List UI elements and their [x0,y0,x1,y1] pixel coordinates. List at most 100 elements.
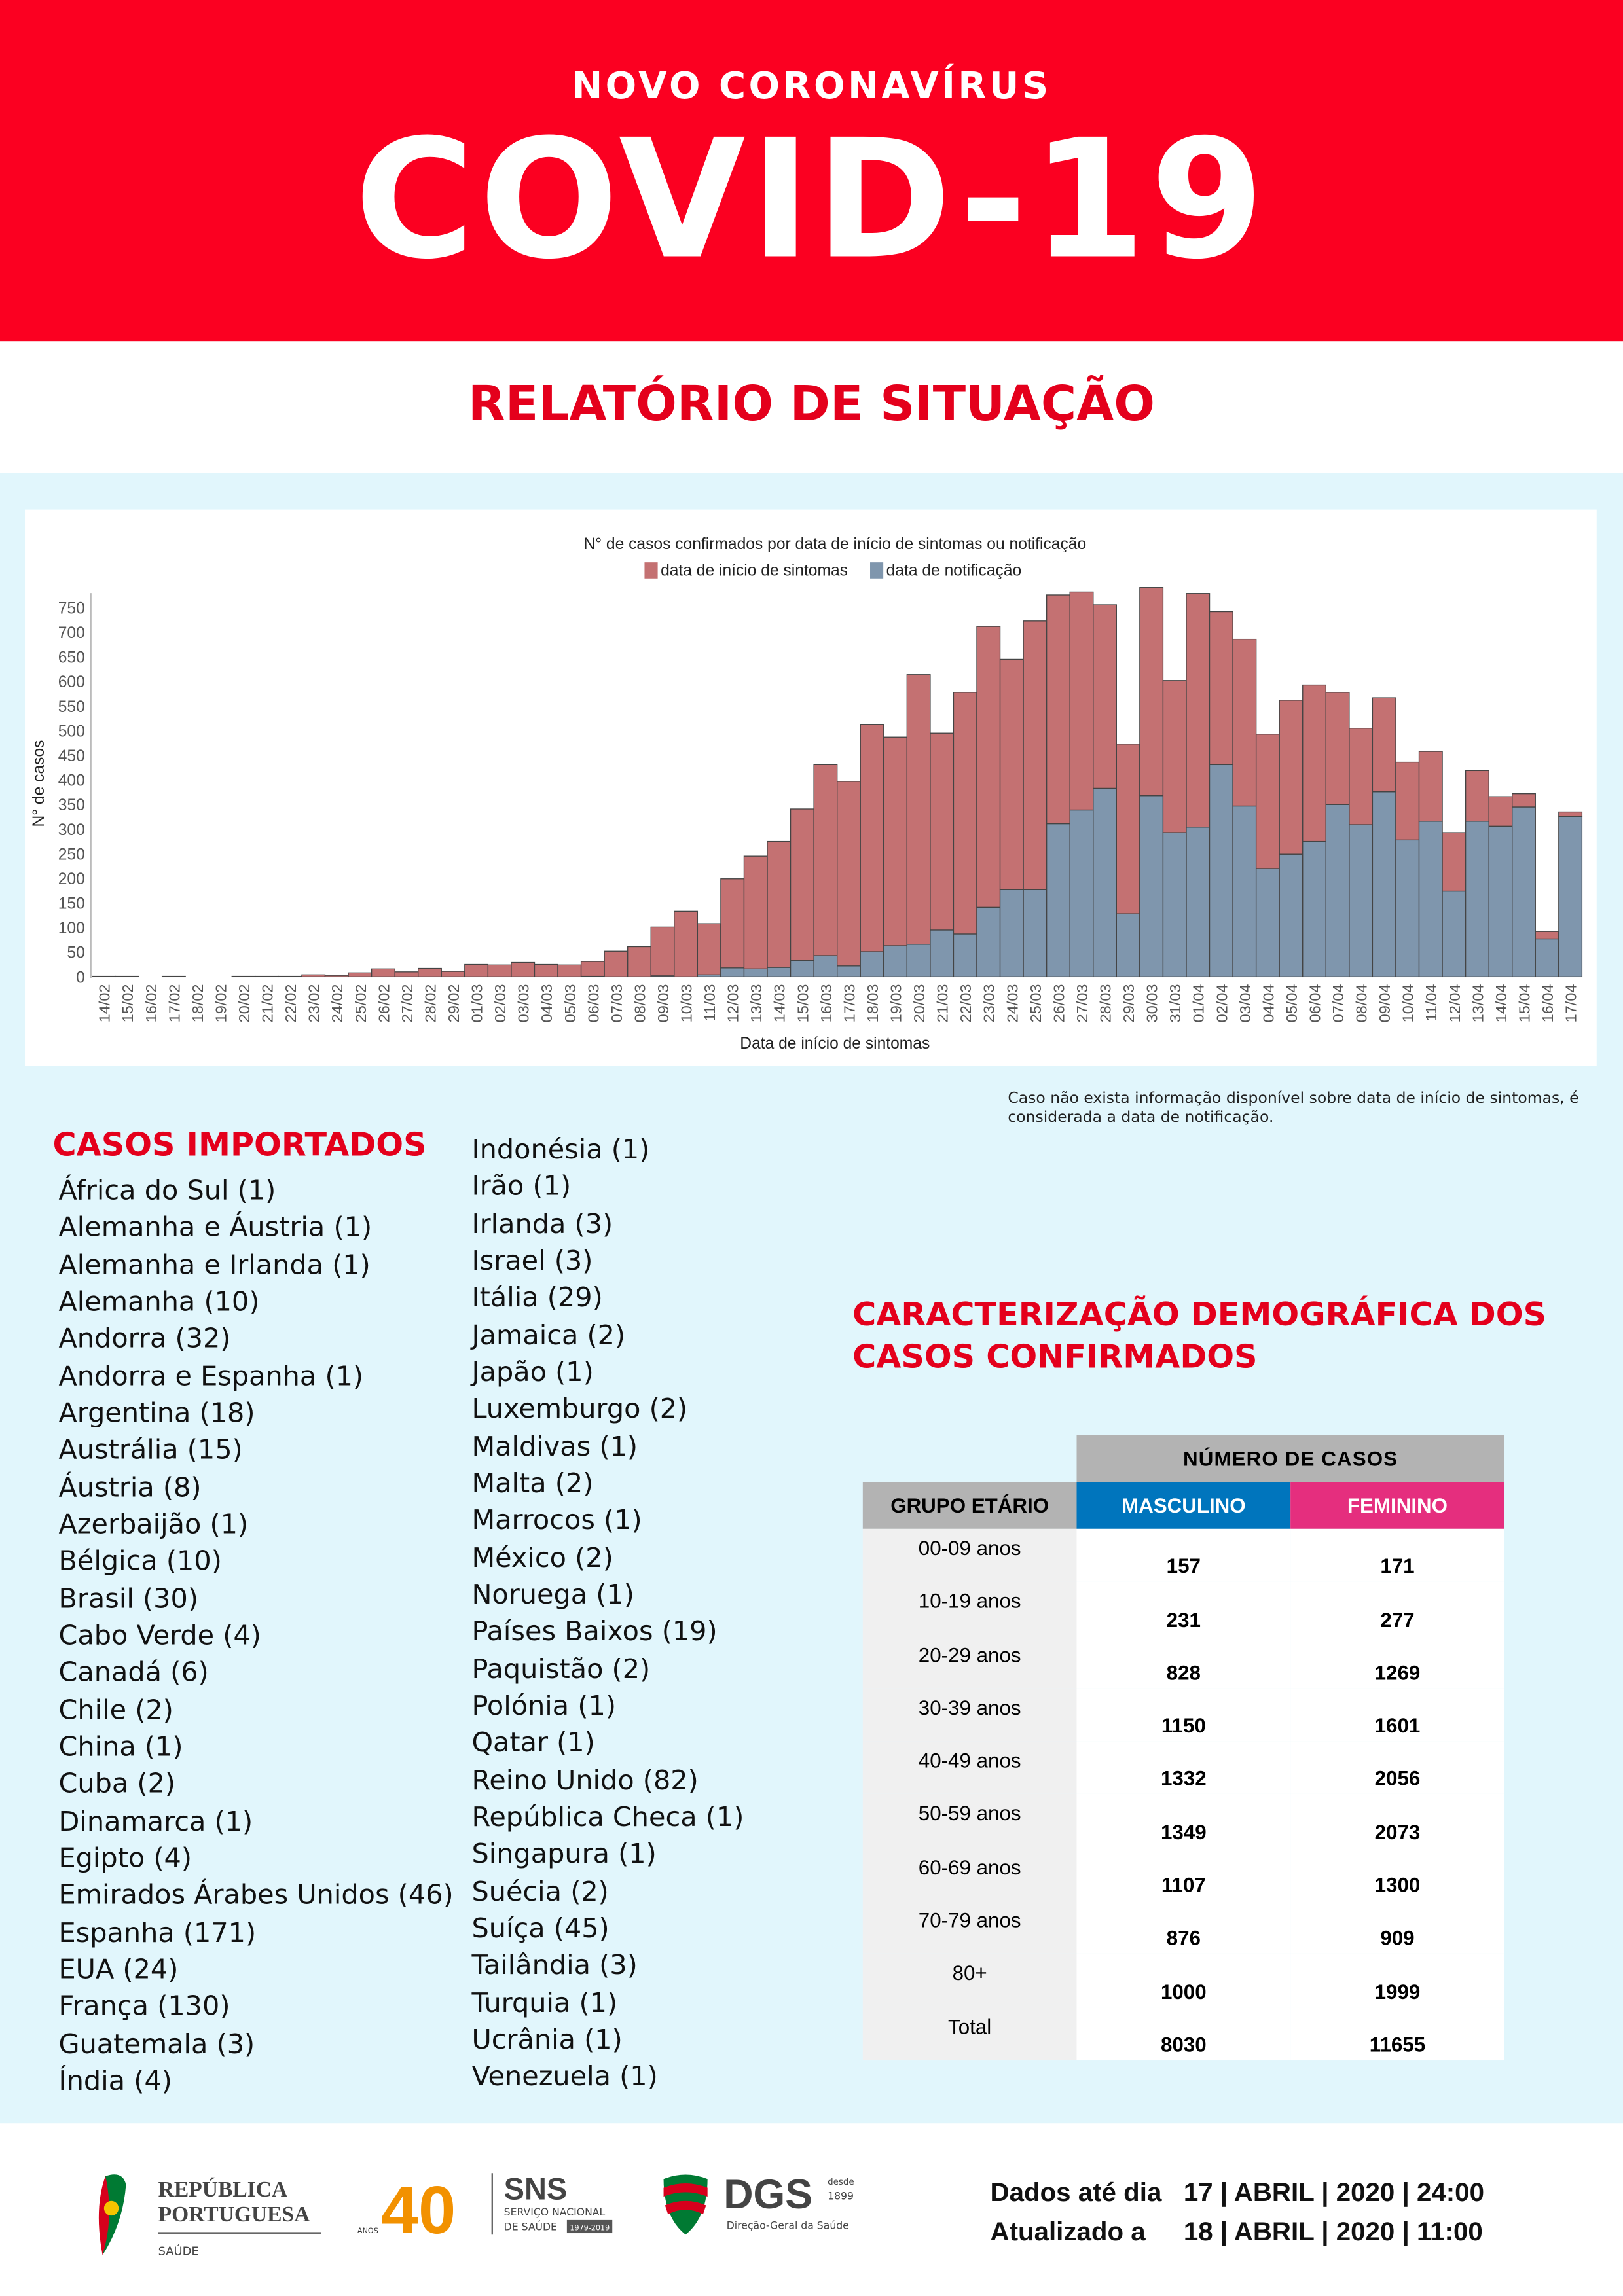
imported-country: Indonésia (1) [471,1134,650,1166]
y-tick-label: 350 [58,797,85,814]
bar-symptoms [1325,692,1350,805]
x-tick-label: 22/02 [282,984,299,1023]
cell-age: 20-29 anos [862,1635,1077,1689]
x-tick-label: 17/03 [841,984,858,1023]
x-tick-label: 17/02 [166,984,183,1023]
table-row: 30-39 anos 1150 1601 [862,1688,1504,1742]
empty-cell [863,1435,1077,1482]
demographics-table: NÚMERO DE CASOS GRUPO ETÁRIO MASCULINO F… [862,1435,1504,2060]
bar-symptoms [999,658,1024,890]
bar-notification [1465,821,1489,978]
x-axis-label: Data de início de sintomas [740,1035,930,1052]
bar-symptoms [441,971,465,978]
imported-country: Canadá (6) [58,1658,209,1689]
bar-symptoms [1186,593,1211,828]
bar-symptoms [1488,796,1513,827]
imported-country: Áustria (8) [58,1472,202,1503]
bar-symptoms [324,975,349,978]
cases-chart: N° de casos confirmados por data de iníc… [25,509,1597,1066]
imported-country: Andorra (32) [58,1324,231,1355]
bar-notification [1139,795,1164,978]
svg-text:ANOS: ANOS [357,2227,378,2235]
svg-text:REPÚBLICA: REPÚBLICA [158,2177,288,2202]
imported-country: África do Sul (1) [58,1175,276,1207]
y-tick-label: 500 [58,723,85,740]
table-row: 50-59 anos 1349 2073 [862,1794,1504,1848]
x-tick-label: 07/03 [608,984,625,1023]
y-tick-label: 0 [76,969,85,986]
bar-notification [1023,889,1048,978]
imported-country: Reino Unido (82) [471,1765,699,1797]
bar-symptoms [580,961,605,977]
sns-logo: ANOS 40 SNS SERVIÇO NACIONAL DE SAÚDE 19… [357,2172,613,2244]
bar-symptoms [1535,931,1559,940]
imported-country: Suíça (45) [471,1914,610,1945]
bar-symptoms [1349,728,1374,825]
bar-notification [813,955,838,978]
bar-symptoms [930,732,955,931]
bar-symptoms [1395,761,1420,841]
svg-text:SERVIÇO NACIONAL: SERVIÇO NACIONAL [504,2206,606,2218]
cell-male: 8030 [1076,2007,1291,2060]
chart-title: N° de casos confirmados por data de iníc… [583,535,1086,553]
cell-male: 1000 [1076,1954,1291,2007]
x-tick-label: 09/04 [1376,984,1393,1023]
bar-symptoms [1116,744,1140,914]
bar-symptoms [1069,591,1094,811]
bar-notification [1325,804,1350,978]
y-tick-label: 450 [58,747,85,765]
bar-notification [1442,890,1467,978]
cell-female: 909 [1290,1901,1504,1954]
imported-country: Austrália (15) [58,1435,243,1467]
x-tick-label: 17/04 [1563,984,1580,1023]
x-tick-label: 09/03 [655,984,672,1023]
header-title: COVID-19 [354,105,1269,296]
bar-notification [1046,823,1070,978]
header-male: MASCULINO [1076,1482,1291,1529]
bar-notification [1395,839,1420,978]
x-tick-label: 16/04 [1539,984,1556,1023]
x-tick-label: 04/03 [538,984,555,1023]
imported-country: Egipto (4) [58,1843,192,1874]
bar-symptoms [1558,811,1583,817]
svg-text:Direção-Geral da Saúde: Direção-Geral da Saúde [727,2219,849,2231]
imported-country: Malta (2) [471,1469,594,1499]
imported-list-1: África do Sul (1) Alemanha e Áustria (1) A… [58,1173,453,2100]
imported-country: Israel (3) [471,1246,593,1277]
bar-notification [999,889,1024,978]
bar-symptoms [1162,680,1187,833]
x-tick-label: 27/03 [1074,984,1091,1023]
bar-symptoms [697,923,721,976]
table-row: 20-29 anos 828 1269 [862,1635,1504,1689]
cell-male: 1107 [1076,1848,1291,1901]
x-tick-label: 03/04 [1237,984,1254,1023]
bar-symptoms [557,964,582,978]
bar-notification [1488,825,1513,978]
y-tick-label: 400 [58,772,85,790]
y-tick-label: 150 [58,895,85,913]
y-tick-label: 550 [58,698,85,716]
x-tick-label: 06/03 [585,984,602,1023]
bar-symptoms [604,950,629,978]
footer: REPÚBLICA PORTUGUESA SAÚDE ANOS 40 SNS S… [0,2123,1623,2296]
bar-symptoms [487,964,512,978]
imported-country: Turquia (1) [471,1988,618,2019]
bar-symptoms [720,878,745,969]
x-tick-label: 06/04 [1306,984,1323,1023]
bar-symptoms [883,736,908,946]
imported-country: Cabo Verde (4) [58,1621,261,1652]
x-tick-label: 10/03 [678,984,695,1023]
legend-symptoms: data de início de sintomas [661,562,848,579]
bar-symptoms [418,967,442,978]
cell-age: Total [862,2007,1077,2060]
bar-symptoms [790,808,814,961]
bar-notification [1162,832,1187,978]
bar-symptoms [1279,700,1304,855]
bar-symptoms [1418,751,1443,822]
imported-country: Brasil (30) [58,1583,198,1615]
cell-female: 277 [1290,1582,1504,1636]
chart-svg: N° de casos confirmados por data de iníc… [30,535,1583,1052]
y-tick-label: 100 [58,920,85,937]
table-row: 70-79 anos 876 909 [862,1901,1504,1954]
